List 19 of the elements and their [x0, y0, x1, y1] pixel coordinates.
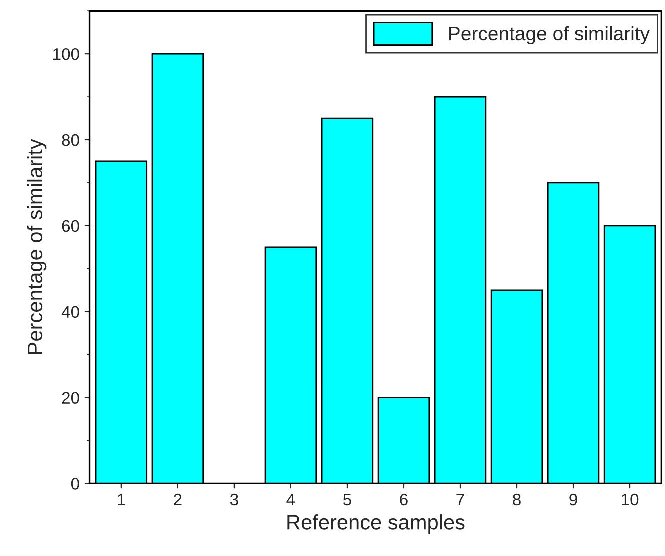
x-tick-label: 2 — [174, 494, 182, 506]
y-tick-label: 0 — [71, 478, 80, 490]
x-tick-label: 1 — [118, 494, 126, 506]
y-tick-label: 80 — [62, 134, 80, 146]
legend-label: Percentage of similarity — [450, 26, 650, 45]
x-tick-label: 5 — [344, 494, 352, 506]
x-axis-title: Reference samples — [288, 514, 465, 534]
x-tick-label: 3 — [230, 494, 238, 506]
y-axis-title: Percentage of similarity — [27, 139, 47, 354]
x-tick-label: 9 — [570, 494, 578, 506]
x-tick-label: 7 — [456, 494, 464, 506]
y-tick-label: 20 — [62, 392, 80, 404]
y-tick-label: 100 — [54, 48, 80, 60]
x-tick-label: 8 — [513, 494, 521, 506]
x-tick-label: 10 — [622, 494, 639, 506]
y-tick-label: 40 — [62, 306, 80, 318]
y-tick-label: 60 — [62, 220, 80, 232]
x-tick-label: 6 — [400, 494, 408, 506]
x-tick-label: 4 — [286, 494, 296, 506]
